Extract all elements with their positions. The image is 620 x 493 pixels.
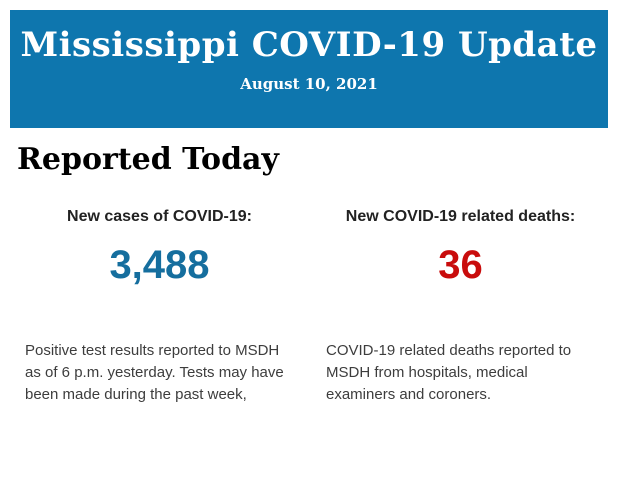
cases-value: 3,488 xyxy=(109,243,210,287)
stat-column-cases: New cases of COVID-19: 3,488 Positive te… xyxy=(17,207,302,406)
newsletter-title: Mississippi COVID-19 Update xyxy=(20,25,598,65)
header-banner: Mississippi COVID-19 Update August 10, 2… xyxy=(10,10,608,128)
stat-column-deaths: New COVID-19 related deaths: 36 COVID-19… xyxy=(318,207,603,406)
deaths-description: COVID-19 related deaths reported to MSDH… xyxy=(326,342,572,403)
deaths-label: New COVID-19 related deaths: xyxy=(345,208,576,225)
newsletter-date: August 10, 2021 xyxy=(240,75,378,93)
stats-section: New cases of COVID-19: 3,488 Positive te… xyxy=(17,207,603,406)
cases-label: New cases of COVID-19: xyxy=(67,208,252,225)
section-title: Reported Today xyxy=(17,142,279,177)
deaths-value: 36 xyxy=(438,243,483,287)
cases-description: Positive test results reported to MSDH a… xyxy=(25,342,284,403)
